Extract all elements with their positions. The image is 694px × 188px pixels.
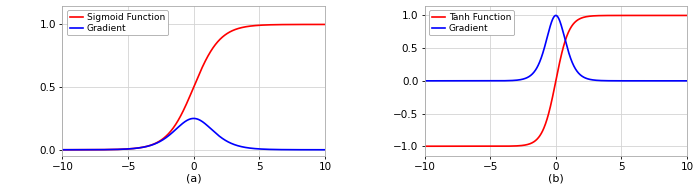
Gradient [536, 59, 544, 62]
Gradient [239, 146, 247, 148]
Sigmoid Function [174, 119, 183, 122]
X-axis label: (a): (a) [186, 174, 201, 184]
Sigmoid Function [85, 149, 94, 151]
Tanh Function [625, 14, 634, 17]
Gradient [268, 148, 276, 151]
Gradient [189, 117, 198, 120]
Tanh Function [630, 14, 638, 17]
Legend: Sigmoid Function, Gradient: Sigmoid Function, Gradient [67, 10, 168, 35]
Gradient [447, 80, 455, 82]
Sigmoid Function [268, 24, 276, 26]
Gradient [601, 80, 609, 82]
Gradient [683, 80, 691, 82]
Gradient [527, 74, 535, 77]
Tanh Function [536, 134, 544, 136]
Line: Sigmoid Function: Sigmoid Function [62, 24, 325, 150]
Sigmoid Function [239, 26, 247, 29]
Gradient [321, 149, 329, 151]
Line: Tanh Function: Tanh Function [425, 15, 687, 146]
Line: Gradient: Gradient [62, 118, 325, 150]
Gradient [164, 135, 173, 137]
Gradient [421, 80, 429, 82]
Gradient [58, 149, 67, 151]
Tanh Function [683, 14, 691, 17]
Sigmoid Function [58, 149, 67, 151]
Gradient [85, 149, 94, 151]
Line: Gradient: Gradient [425, 15, 687, 81]
Legend: Tanh Function, Gradient: Tanh Function, Gradient [429, 10, 514, 35]
Tanh Function [527, 142, 535, 145]
Gradient [174, 126, 183, 129]
Gradient [630, 80, 638, 82]
X-axis label: (b): (b) [548, 174, 564, 184]
Sigmoid Function [164, 133, 173, 135]
Tanh Function [601, 14, 609, 17]
Gradient [552, 14, 560, 17]
Tanh Function [447, 145, 455, 147]
Gradient [263, 148, 271, 150]
Sigmoid Function [263, 24, 271, 26]
Gradient [625, 80, 634, 82]
Tanh Function [421, 145, 429, 147]
Sigmoid Function [321, 23, 329, 26]
